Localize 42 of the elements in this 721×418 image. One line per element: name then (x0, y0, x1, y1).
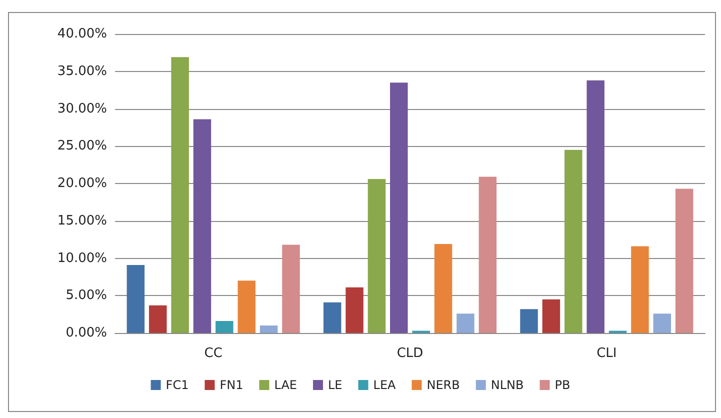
bar (171, 57, 189, 333)
y-tick-label: 15.00% (57, 213, 107, 228)
x-tick-label: CC (204, 346, 222, 361)
legend-label: LEA (373, 378, 397, 392)
y-tick-label: 35.00% (57, 64, 107, 79)
legend-label: FC1 (166, 378, 189, 392)
bar (478, 176, 497, 333)
bar (323, 302, 342, 333)
legend-label: FN1 (220, 378, 244, 392)
bar (193, 119, 212, 333)
bar (148, 305, 167, 333)
y-tick-label: 25.00% (57, 138, 107, 154)
legend-label: NLNB (490, 378, 524, 392)
y-tick-label: 20.00% (57, 176, 107, 191)
bar (520, 309, 538, 333)
bar (653, 314, 672, 333)
bar (390, 82, 408, 333)
legend-label: PB (554, 378, 570, 392)
bar (434, 244, 452, 333)
bar (456, 314, 474, 333)
bar (282, 244, 300, 333)
bar (238, 280, 256, 333)
bar (675, 188, 694, 333)
legend-label: LAE (274, 378, 297, 392)
bar (542, 299, 560, 333)
legend-label: LE (328, 378, 342, 392)
x-tick-label: CLD (396, 346, 424, 361)
y-tick-label: 40.00% (57, 26, 107, 42)
y-tick-label: 5.00% (66, 288, 107, 304)
bar (368, 179, 386, 333)
bar (586, 80, 604, 333)
bar (216, 321, 234, 333)
y-tick-label: 10.00% (57, 250, 107, 266)
x-tick-label: CLI (596, 346, 617, 361)
bar (346, 287, 364, 333)
y-tick-label: 0.00% (66, 326, 107, 340)
legend-label: NERB (426, 378, 460, 392)
bar (260, 326, 278, 333)
bar (126, 264, 145, 333)
bar (631, 246, 649, 333)
bar (564, 150, 582, 333)
y-tick-label: 30.00% (57, 101, 107, 116)
